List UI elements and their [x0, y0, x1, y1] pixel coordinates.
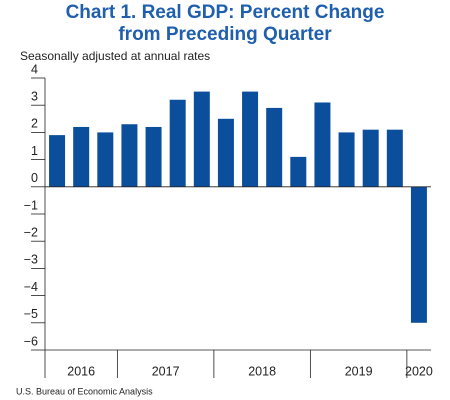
x-group-label: 2018 [248, 364, 276, 378]
bar [169, 99, 186, 187]
y-tick-label: 0 [31, 171, 38, 185]
chart-title: from Preceding Quarter [118, 24, 332, 45]
y-tick-label: −2 [24, 225, 38, 239]
bar [193, 91, 210, 187]
subtitle: Seasonally adjusted at annual rates [20, 49, 210, 63]
bar [145, 126, 162, 187]
y-tick-label: 1 [31, 144, 38, 158]
x-group-label: 2020 [405, 364, 433, 378]
bar [290, 156, 307, 187]
bar [217, 118, 234, 187]
bar [121, 124, 138, 187]
y-tick-label: −6 [24, 334, 38, 348]
x-group-label: 2019 [345, 364, 373, 378]
y-tick-label: −4 [24, 280, 38, 294]
y-tick-label: 2 [31, 117, 38, 131]
bar [266, 107, 283, 187]
bar [362, 129, 379, 187]
bar [73, 126, 90, 187]
y-tick-label: 3 [31, 89, 38, 103]
bar [410, 186, 427, 323]
source: U.S. Bureau of Economic Analysis [16, 386, 153, 396]
bar [314, 102, 331, 187]
y-tick-label: −1 [24, 198, 38, 212]
bar [338, 132, 355, 187]
bar [49, 135, 66, 187]
y-tick-label: −3 [24, 253, 38, 267]
chart-title: Chart 1. Real GDP: Percent Change [66, 2, 385, 23]
x-group-label: 2016 [67, 364, 95, 378]
bar [97, 132, 114, 187]
y-tick-label: 4 [31, 62, 38, 76]
bar [242, 91, 259, 187]
bar [386, 129, 403, 187]
x-group-label: 2017 [152, 364, 180, 378]
y-tick-label: −5 [24, 307, 38, 321]
